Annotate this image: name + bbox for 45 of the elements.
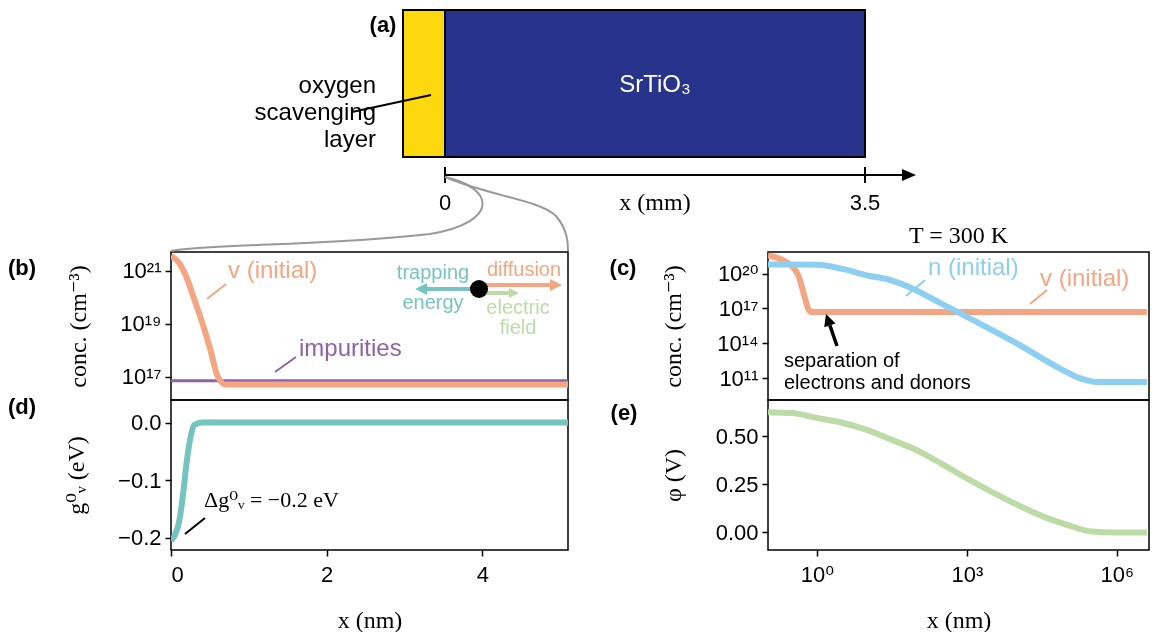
y-tick-label: 0.50 bbox=[715, 423, 759, 449]
y-tick-label: 10²¹ bbox=[122, 258, 162, 284]
text: oxygen scavenging layer bbox=[254, 71, 376, 152]
x-tick-label: 4 bbox=[476, 561, 489, 587]
x-tick-label: 10³ bbox=[951, 561, 984, 587]
text: (c) bbox=[609, 255, 637, 280]
text: (e) bbox=[610, 400, 638, 425]
y-tick-label: 10¹⁴ bbox=[717, 330, 759, 356]
x-axis-title: x (nm) bbox=[337, 606, 403, 632]
series-label: v (initial) bbox=[228, 256, 318, 283]
text: SrTiO₃ bbox=[619, 70, 691, 97]
annotation: trapping energy bbox=[396, 261, 470, 313]
text: 0 bbox=[438, 190, 452, 215]
y-tick-label: 10¹⁹ bbox=[120, 311, 162, 337]
y-tick-label: 0.25 bbox=[715, 471, 759, 497]
text: x (mm) bbox=[619, 189, 691, 215]
annotation: Δg⁰ᵥ = −0.2 eV bbox=[204, 487, 340, 512]
chart-title: T = 300 K bbox=[908, 222, 1009, 248]
y-tick-label: 10¹⁷ bbox=[718, 295, 759, 321]
text: (b) bbox=[7, 255, 37, 280]
x-tick-label: 10⁶ bbox=[1100, 561, 1135, 587]
y-tick-label: 0.0 bbox=[130, 410, 162, 435]
x-tick-label: 0 bbox=[171, 561, 184, 587]
text: 3.5 bbox=[849, 190, 881, 215]
text: (d) bbox=[7, 394, 37, 419]
y-tick-label: −0.2 bbox=[118, 525, 162, 551]
series-label: impurities bbox=[299, 334, 402, 361]
series-label: n (initial) bbox=[928, 253, 1019, 280]
y-tick-label: 10¹⁷ bbox=[121, 364, 162, 390]
x-axis-title: x (nm) bbox=[926, 606, 992, 632]
y-axis-title: conc. (cm⁻³) bbox=[659, 265, 686, 388]
annotation: electric field bbox=[486, 296, 550, 338]
annotation: diffusion bbox=[486, 258, 562, 280]
annotation: separation of electrons and donors bbox=[784, 349, 971, 393]
y-tick-label: −0.1 bbox=[118, 467, 162, 493]
y-tick-label: 0.00 bbox=[715, 519, 759, 545]
text: (a) bbox=[369, 12, 397, 37]
y-tick-label: 10¹¹ bbox=[719, 365, 759, 391]
y-axis-title: φ (V) bbox=[659, 448, 686, 503]
y-axis-title: conc. (cm⁻³) bbox=[64, 265, 91, 388]
x-tick-label: 10⁰ bbox=[800, 561, 835, 587]
y-tick-label: 10²⁰ bbox=[717, 261, 759, 286]
x-tick-label: 2 bbox=[321, 561, 334, 587]
y-axis-title: g⁰ᵥ (eV) bbox=[62, 436, 89, 515]
series-label: v (initial) bbox=[1040, 264, 1130, 291]
